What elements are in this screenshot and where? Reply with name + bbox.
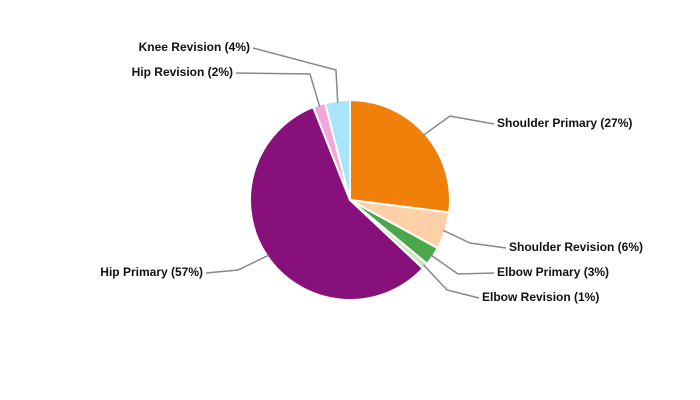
pie-slice [349, 98, 451, 214]
slice-label: Hip Primary (57%) [100, 265, 203, 279]
slice-label: Knee Revision (4%) [139, 40, 250, 54]
slice-label: Hip Revision (2%) [132, 65, 233, 79]
leader-line [442, 229, 507, 249]
leader-line [423, 115, 495, 136]
slice-label: Elbow Revision (1%) [482, 290, 599, 304]
leader-line [235, 72, 321, 108]
slice-label: Shoulder Primary (27%) [497, 116, 632, 130]
slice-label: Elbow Primary (3%) [497, 265, 609, 279]
leader-line [252, 47, 339, 103]
leader-line [205, 254, 270, 274]
leader-line [430, 254, 495, 275]
slice-label: Shoulder Revision (6%) [509, 240, 643, 254]
leader-line [422, 264, 480, 299]
